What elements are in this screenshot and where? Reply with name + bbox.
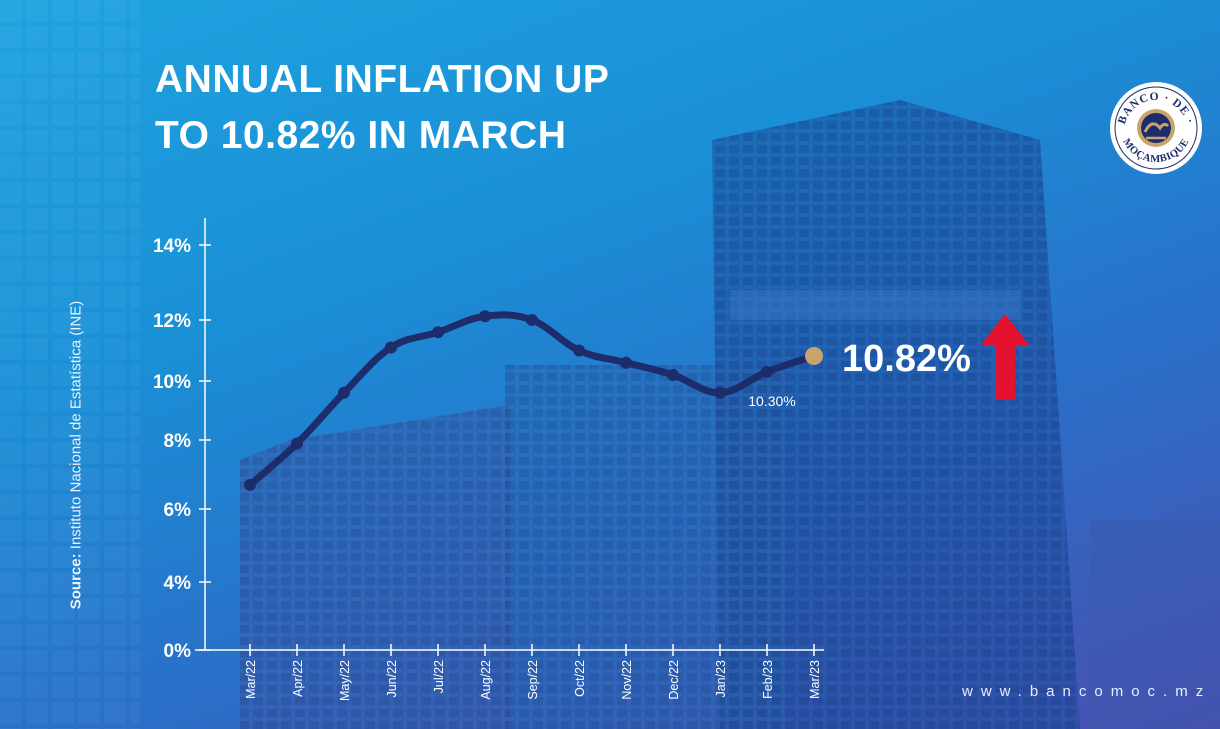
x-tick-label: Aug/22 [479,660,493,700]
title-line-2: TO 10.82% IN MARCH [155,114,567,157]
up-arrow-icon [980,314,1030,400]
data-point [761,365,773,378]
data-point-highlight [805,346,823,365]
x-tick-label: Apr/22 [291,660,305,697]
x-tick-label: Nov/22 [620,660,634,700]
data-point [714,386,726,399]
data-point [526,314,538,326]
y-tick-label: 4% [164,573,192,594]
data-point [385,341,397,354]
data-point [479,310,491,323]
y-tick-label: 14% [153,236,191,257]
data-point [291,437,303,450]
title-line-1: ANNUAL INFLATION UP [155,58,610,101]
series-points [244,310,823,491]
data-point [573,344,585,357]
x-tick-label: Feb/23 [761,660,775,699]
y-tick-label: 0% [164,641,192,662]
x-tick-label: Jul/22 [432,660,446,693]
x-axis-ticks: Mar/22 Apr/22 May/22 Jun/22 Jul/22 Aug/22 Sep/… [244,644,822,701]
data-labels: 10.30% [748,393,795,409]
current-value-label: 10.82% [842,338,971,380]
y-tick-label: 8% [164,431,192,452]
data-point [667,368,679,381]
x-tick-label: Jan/23 [714,660,728,698]
x-tick-label: Jun/22 [385,660,399,698]
y-tick-label: 6% [164,500,192,521]
x-tick-label: May/22 [338,660,352,701]
data-point [432,326,444,339]
page-title: ANNUAL INFLATION UP TO 10.82% IN MARCH [155,52,609,164]
x-tick-label: Mar/22 [244,660,258,699]
data-point [620,356,632,369]
data-point [338,386,350,399]
data-label: 10.30% [748,393,795,409]
x-tick-label: Sep/22 [526,660,540,700]
y-tick-label: 12% [153,311,191,332]
series-line [246,311,818,489]
y-tick-label: 10% [153,372,191,393]
bank-logo-seal: BANCO · DE · MOÇAMBIQUE [1110,82,1202,174]
y-axis-ticks: 0% 4% 6% 8% 10% 12% 14% [153,236,211,662]
x-tick-label: Mar/23 [808,660,822,699]
x-tick-label: Oct/22 [573,660,587,697]
x-tick-label: Dec/22 [667,660,681,700]
chart-axes [195,218,824,651]
data-point [244,478,256,491]
website-url: www.bancomoc.mz [962,683,1212,700]
